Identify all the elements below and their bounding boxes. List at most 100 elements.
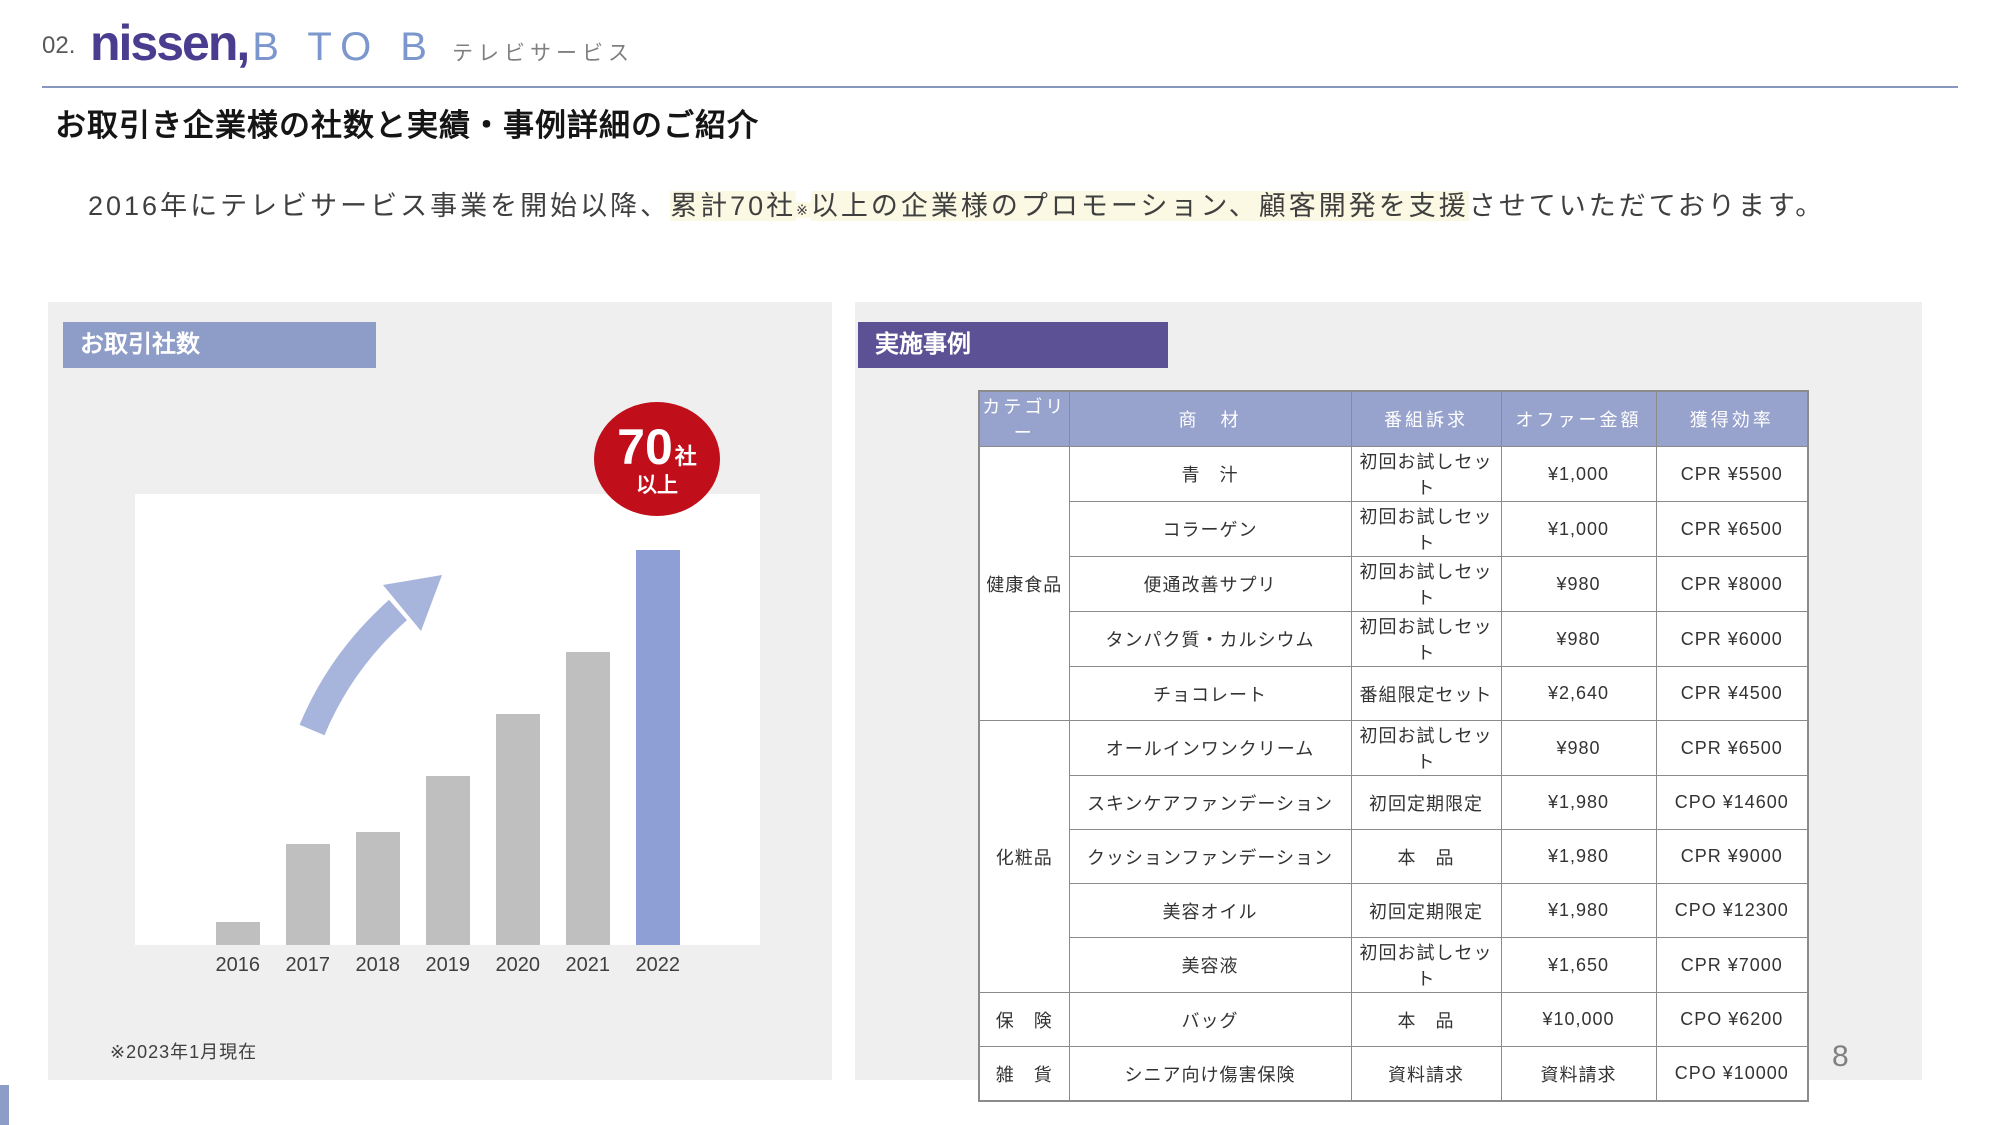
- table-cell: 青 汁: [1068, 446, 1352, 502]
- logo-brand-text: nissen,: [90, 15, 250, 71]
- column-header: カテゴリー: [978, 390, 1070, 447]
- table-cell: ¥1,000: [1500, 446, 1657, 502]
- bar-2021: [565, 651, 610, 945]
- table-cell: CPO ¥12300: [1655, 883, 1809, 938]
- badge-suffix: 以上: [636, 474, 678, 497]
- x-tick-label: 2017: [285, 954, 331, 976]
- badge-top-line: 70社: [617, 422, 697, 472]
- table-cell: CPR ¥8000: [1655, 556, 1809, 612]
- table-cell: 初回お試しセット: [1350, 556, 1502, 612]
- nissen-btob-logo: nissen, B TO B テレビサービス: [90, 14, 634, 72]
- table-cell: CPR ¥4500: [1655, 666, 1809, 721]
- bar-2016: [215, 922, 260, 945]
- table-cell: スキンケアファンデーション: [1068, 775, 1352, 830]
- table-cell: 番組限定セット: [1350, 666, 1502, 721]
- case-studies-panel-label: 実施事例: [858, 322, 1168, 368]
- table-cell: タンパク質・カルシウム: [1068, 611, 1352, 667]
- x-tick-label: 2020: [495, 954, 541, 976]
- bar-2020: [495, 713, 540, 945]
- column-header: オファー金額: [1500, 390, 1657, 447]
- table-cell: オールインワンクリーム: [1068, 720, 1352, 776]
- table-cell: ¥1,000: [1500, 501, 1657, 557]
- table-row: コラーゲン 初回お試しセット ¥1,000 CPR ¥6500: [979, 501, 1809, 557]
- table-cell: 本 品: [1350, 829, 1502, 884]
- x-tick-label: 2021: [565, 954, 611, 976]
- lead-highlight-2: 以上の企業様のプロモーション、顧客開発を支援: [810, 191, 1469, 221]
- section-number: 02.: [42, 32, 76, 59]
- table-cell: チョコレート: [1068, 666, 1352, 721]
- table-cell: ¥1,980: [1500, 775, 1657, 830]
- table-cell: 本 品: [1350, 992, 1502, 1047]
- lead-highlight-1: 累計70社: [670, 191, 797, 221]
- table-cell: ¥980: [1500, 611, 1657, 667]
- table-cell: バッグ: [1068, 992, 1352, 1047]
- case-studies-panel: 実施事例 カテゴリー商 材番組訴求 オファー金額 獲得効率 健康食品青 汁初回お試し…: [855, 302, 1922, 1102]
- table-cell: 資料請求: [1500, 1046, 1657, 1102]
- x-tick-label: 2018: [355, 954, 401, 976]
- transactions-panel: お取引社数 70社 以上 2016 2017 2018 2019 2020 2021 202…: [48, 302, 832, 1080]
- column-header: 番組訴求: [1350, 390, 1502, 447]
- lead-sentence: 2016年にテレビサービス事業を開始以降、累計70社※以上の企業様のプロモーショ…: [88, 184, 1825, 223]
- table-cell: ¥1,650: [1500, 937, 1657, 993]
- column-header: 獲得効率: [1655, 390, 1809, 447]
- logo-service-text: テレビサービス: [451, 42, 634, 65]
- table-row: チョコレート 番組限定セット ¥2,640 CPR ¥4500: [979, 666, 1809, 721]
- table-cell: ¥1,980: [1500, 883, 1657, 938]
- case-studies-table: カテゴリー商 材番組訴求 オファー金額 獲得効率 健康食品青 汁初回お試しセット ¥1…: [978, 390, 1809, 1102]
- chart-footnote: ※2023年1月現在: [110, 1042, 258, 1062]
- table-cell: 美容液: [1068, 937, 1352, 993]
- bar-2017: [285, 843, 330, 945]
- table-cell: 初回定期限定: [1350, 775, 1502, 830]
- x-tick-label: 2019: [425, 954, 471, 976]
- lead-post: させていただております。: [1468, 191, 1826, 221]
- header-divider: [42, 86, 1958, 88]
- table-cell: CPO ¥14600: [1655, 775, 1809, 830]
- chart-bars: [135, 494, 760, 945]
- page-number: 8: [1832, 1040, 1849, 1073]
- category-cell: 雑 貨: [978, 1046, 1070, 1102]
- table-cell: CPR ¥6500: [1655, 501, 1809, 557]
- category-cell: 保 険: [978, 992, 1070, 1047]
- table-row: 便通改善サプリ 初回お試しセット ¥980 CPR ¥8000: [979, 556, 1809, 612]
- growth-arrow-icon: [299, 575, 442, 736]
- lead-pre: 2016年にテレビサービス事業を開始以降、: [88, 191, 671, 221]
- table-row: 化粧品 オールインワンクリーム 初回お試しセット ¥980 CPR ¥6500: [978, 720, 1809, 993]
- transactions-panel-label: お取引社数: [63, 322, 376, 368]
- table-row: クッションファンデーション本 品 ¥1,980 CPR ¥9000: [979, 829, 1809, 884]
- table-cell: 初回定期限定: [1350, 883, 1502, 938]
- lead-note-mark: ※: [796, 202, 811, 218]
- table-cell: 初回お試しセット: [1350, 501, 1502, 557]
- bar-2022: [635, 550, 680, 945]
- table-cell: CPO ¥10000: [1655, 1046, 1809, 1102]
- table-cell: ¥980: [1500, 720, 1657, 776]
- badge-unit: 社: [674, 444, 697, 469]
- corner-accent-strip: [0, 1085, 9, 1125]
- table-cell: ¥2,640: [1500, 666, 1657, 721]
- cases-table-body: 健康食品青 汁初回お試しセット ¥1,000 CPR ¥5500 コラーゲン 初回お試し…: [978, 446, 1809, 1102]
- table-row: 健康食品青 汁初回お試しセット ¥1,000 CPR ¥5500: [978, 446, 1809, 721]
- logo-btob-text: B TO B: [252, 25, 436, 69]
- table-row: 美容液 初回お試しセット ¥1,650 CPR ¥7000: [979, 937, 1809, 993]
- table-cell: CPR ¥7000: [1655, 937, 1809, 993]
- table-cell: 初回お試しセット: [1350, 720, 1502, 776]
- table-cell: ¥10,000: [1500, 992, 1657, 1047]
- table-cell: CPR ¥9000: [1655, 829, 1809, 884]
- table-cell: 便通改善サプリ: [1068, 556, 1352, 612]
- table-cell: 初回お試しセット: [1350, 937, 1502, 993]
- table-cell: 資料請求: [1350, 1046, 1502, 1102]
- chart-x-labels: 2016 2017 2018 2019 2020 2021 2022: [135, 954, 760, 977]
- table-cell: ¥980: [1500, 556, 1657, 612]
- table-cell: 初回お試しセット: [1350, 611, 1502, 667]
- table-cell: ¥1,980: [1500, 829, 1657, 884]
- bar-2018: [355, 832, 400, 945]
- table-cell: 美容オイル: [1068, 883, 1352, 938]
- cases-table-header-row: カテゴリー商 材番組訴求 オファー金額 獲得効率: [978, 390, 1809, 447]
- column-header: 商 材: [1068, 390, 1352, 447]
- table-row: 保 険バッグ本 品 ¥10,000 CPO ¥6200: [978, 992, 1809, 1047]
- category-cell: 健康食品: [978, 446, 1070, 721]
- companies-badge: 70社 以上: [594, 402, 720, 516]
- badge-number: 70: [617, 419, 673, 475]
- table-cell: シニア向け傷害保険: [1068, 1046, 1352, 1102]
- table-cell: クッションファンデーション: [1068, 829, 1352, 884]
